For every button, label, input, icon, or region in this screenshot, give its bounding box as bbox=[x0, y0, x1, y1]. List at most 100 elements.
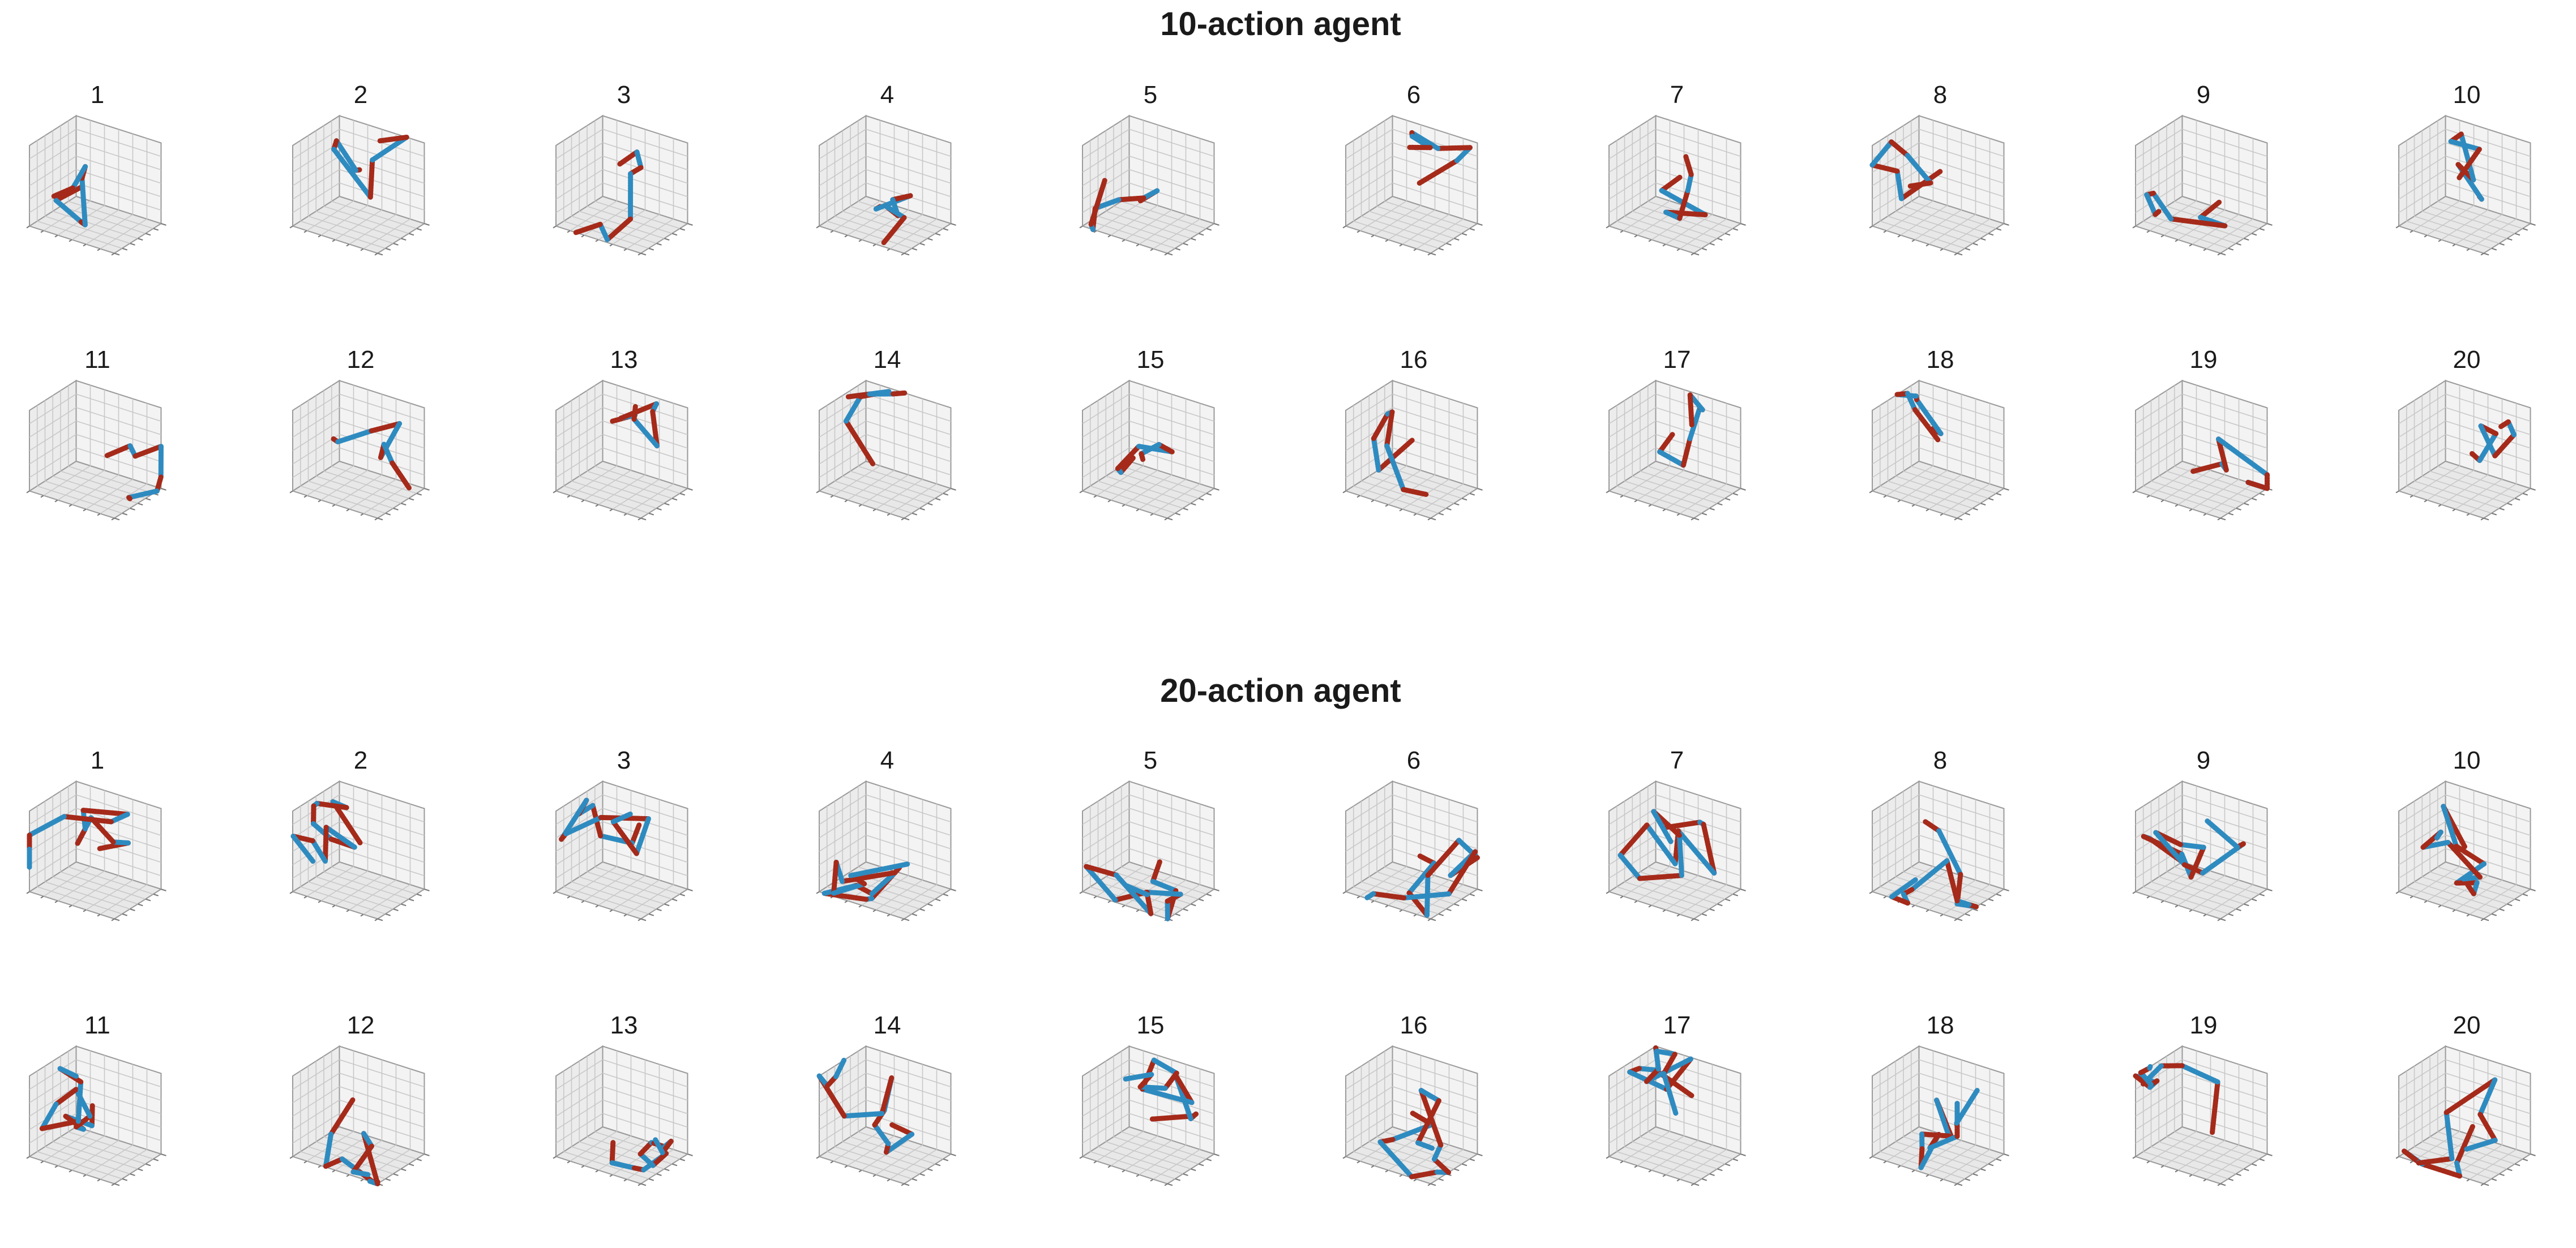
axis-ticks bbox=[2395, 889, 2536, 921]
trajectory-segment-red bbox=[1944, 858, 1960, 904]
trajectory-segment-blue bbox=[1406, 860, 1437, 896]
panel-label: 5 bbox=[1144, 747, 1157, 774]
panel-label: 13 bbox=[610, 1011, 638, 1039]
panel-label: 8 bbox=[1933, 747, 1947, 774]
trajectory-segment-red bbox=[2245, 479, 2270, 491]
panel-1-4: 4 bbox=[816, 81, 956, 256]
trajectory-segment-red bbox=[650, 1151, 669, 1168]
trajectory-segment-red bbox=[879, 1075, 895, 1116]
trajectory-segment-red bbox=[2419, 1161, 2463, 1179]
trajectory-segment-red bbox=[1409, 1169, 1440, 1180]
trajectory-segment-blue bbox=[2151, 190, 2174, 222]
trajectory-segment-blue bbox=[2477, 1077, 2498, 1117]
trajectory-segment-red bbox=[2216, 436, 2229, 473]
panel-1-8: 8 bbox=[1869, 81, 2009, 256]
trajectory-segment-red bbox=[1683, 153, 1694, 177]
trajectory-segment-blue bbox=[126, 488, 160, 500]
trajectory-segment-red bbox=[367, 157, 375, 200]
trajectory-segment-blue bbox=[1371, 436, 1381, 473]
trajectory-segment-blue bbox=[2216, 436, 2270, 478]
trajectory-segment-red bbox=[637, 1140, 654, 1157]
trajectory-segment-red bbox=[314, 801, 349, 810]
panel-2-10: 10 bbox=[2395, 747, 2536, 921]
trajectory-segment-red bbox=[650, 409, 660, 449]
trajectory-segment-blue bbox=[1644, 1056, 1693, 1084]
panel-label: 18 bbox=[1927, 1011, 1954, 1039]
trajectory-segment-blue bbox=[323, 1131, 334, 1169]
axis-ticks bbox=[1079, 1153, 1219, 1186]
trajectory-segment-red bbox=[1173, 1072, 1195, 1105]
grid-lines bbox=[292, 1050, 425, 1180]
trajectory-segment-red bbox=[2454, 843, 2487, 867]
trajectory-segment-red bbox=[605, 216, 634, 242]
panel-1-18: 18 bbox=[1869, 346, 2009, 521]
panel-2-13: 13 bbox=[553, 1011, 693, 1186]
section-title-2: 20-action agent bbox=[1160, 672, 1401, 709]
trajectory-segment-blue bbox=[1150, 878, 1179, 894]
trajectory-segment-blue bbox=[1889, 877, 1918, 899]
panel-label: 17 bbox=[1663, 346, 1691, 374]
grid-lines bbox=[1608, 385, 1741, 514]
trajectory-segment-red bbox=[1869, 162, 1900, 174]
panel-1-17: 17 bbox=[1606, 346, 1746, 521]
trajectory-segment-blue bbox=[1651, 809, 1674, 844]
trajectory-segment-blue bbox=[2448, 139, 2482, 152]
trajectory bbox=[331, 421, 412, 491]
trajectory bbox=[39, 1066, 95, 1132]
trajectory bbox=[27, 808, 131, 870]
trajectory-segment-blue bbox=[1869, 139, 1894, 168]
trajectory-segment-red bbox=[2444, 1077, 2498, 1116]
panel-2-18: 18 bbox=[1869, 1011, 2009, 1186]
trajectory bbox=[2190, 436, 2270, 491]
panel-2-11: 11 bbox=[26, 1011, 166, 1186]
trajectory-segment-red bbox=[630, 822, 642, 846]
trajectory-segment-blue bbox=[1644, 822, 1678, 867]
trajectory-segment-red bbox=[1118, 455, 1136, 475]
trajectory-segment-blue bbox=[1936, 828, 1963, 877]
panel-1-13: 13 bbox=[553, 346, 693, 521]
trajectory bbox=[610, 401, 660, 449]
trajectory-segment-red bbox=[1084, 864, 1119, 878]
trajectory-segment-red bbox=[1659, 174, 1683, 194]
trajectory-segment-blue bbox=[831, 881, 867, 896]
trajectory-segment-red bbox=[53, 185, 83, 203]
axis-ticks bbox=[1342, 1153, 1483, 1186]
trajectory-segment-blue bbox=[848, 861, 910, 878]
axis-ticks bbox=[2395, 223, 2536, 256]
trajectory-segment-red bbox=[1162, 1070, 1179, 1091]
trajectory-segment-blue bbox=[843, 394, 863, 424]
trajectory-segment-red bbox=[618, 401, 659, 421]
trajectory-segment-red bbox=[1425, 838, 1462, 878]
trajectory-segment-red bbox=[1417, 854, 1437, 866]
panel-label: 14 bbox=[874, 346, 901, 374]
trajectory-segment-blue bbox=[637, 1151, 656, 1168]
axis-ticks bbox=[553, 488, 693, 521]
axis-ticks bbox=[1342, 488, 1483, 521]
panel-label: 11 bbox=[84, 1011, 110, 1039]
trajectory-segment-red bbox=[328, 1097, 356, 1137]
trajectory-segment-red bbox=[74, 1113, 93, 1130]
trajectory-segment-red bbox=[2416, 1156, 2455, 1166]
trajectory bbox=[323, 1097, 380, 1186]
trajectory bbox=[104, 443, 164, 501]
trajectory-segment-red bbox=[1907, 180, 1933, 189]
trajectory-segment-blue bbox=[2178, 842, 2206, 850]
panel-label: 20 bbox=[2453, 346, 2481, 374]
trajectory-segment-blue bbox=[1675, 828, 1717, 876]
grid-lines bbox=[819, 385, 951, 514]
grid-lines bbox=[1082, 120, 1214, 250]
axis-ticks bbox=[289, 223, 430, 256]
panel-1-7: 7 bbox=[1606, 81, 1746, 256]
trajectory-segment-red bbox=[51, 185, 76, 199]
trajectory-segment-blue bbox=[1141, 188, 1160, 201]
panel-2-8: 8 bbox=[1869, 747, 2009, 921]
trajectory-segment-blue bbox=[869, 870, 898, 897]
panel-2-9: 9 bbox=[2132, 747, 2273, 921]
axis-ticks bbox=[1606, 889, 1746, 921]
panel-2-12: 12 bbox=[289, 1011, 430, 1186]
panel-label: 12 bbox=[347, 346, 375, 374]
trajectory bbox=[816, 1057, 915, 1155]
trajectory-segment-blue bbox=[2478, 423, 2498, 458]
trajectory-segment-blue bbox=[323, 825, 357, 850]
